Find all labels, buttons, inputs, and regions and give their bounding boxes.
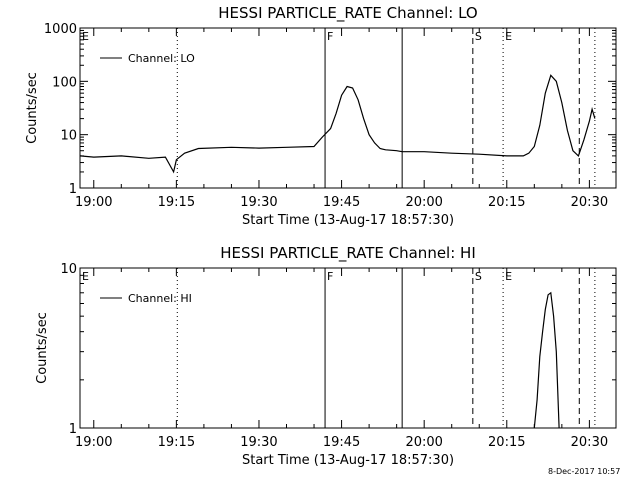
panel2-x-tick-label: 19:00: [75, 435, 112, 450]
panel2-y-tick-label: 1: [69, 422, 77, 437]
panel2-series-line: [533, 291, 560, 429]
panel1-marker-label-F: F: [327, 30, 333, 43]
panel1-x-axis-label: Start Time (13-Aug-17 18:57:30): [242, 213, 454, 228]
panel1-y-tick-label: 100: [52, 75, 77, 90]
panel2-x-tick-label: 20:30: [571, 435, 608, 450]
panel1-x-tick-label: 19:45: [323, 195, 360, 210]
panel2-marker-label-E: E: [82, 270, 89, 283]
panel2-x-tick-label: 20:00: [405, 435, 442, 450]
panel2-y-tick-label: 10: [60, 262, 77, 277]
panel1-x-tick-label: 20:30: [571, 195, 608, 210]
panel1-y-tick-label: 1000: [44, 22, 77, 37]
date-stamp: 8-Dec-2017 10:57: [548, 467, 621, 476]
panel1-marker-label-E: E: [82, 30, 89, 43]
panel2-y-axis-label: Counts/sec: [35, 312, 50, 384]
panel2-x-tick-label: 19:30: [240, 435, 277, 450]
panel2-marker-label-F: F: [327, 270, 333, 283]
panel2-legend-label: Channel: HI: [128, 292, 192, 305]
panel2-title: HESSI PARTICLE_RATE Channel: HI: [220, 244, 476, 263]
panel2-marker-label-S: S: [475, 270, 482, 283]
panel2-x-tick-label: 19:15: [158, 435, 195, 450]
panel2-frame: [79, 267, 617, 429]
panel1-legend-label: Channel: LO: [128, 52, 195, 65]
panel1-x-tick-label: 20:15: [488, 195, 525, 210]
panel1-marker-label-S: S: [475, 30, 482, 43]
panel2-marker-label-E: E: [505, 270, 512, 283]
panel1-x-tick-label: 19:00: [75, 195, 112, 210]
panel2-x-tick-label: 20:15: [488, 435, 525, 450]
panel1-y-tick-label: 10: [60, 129, 77, 144]
panel1-x-tick-label: 20:00: [405, 195, 442, 210]
panel1-title: HESSI PARTICLE_RATE Channel: LO: [218, 4, 477, 23]
panel1-x-tick-label: 19:15: [158, 195, 195, 210]
panel1-y-tick-label: 1: [69, 182, 77, 197]
panel1-x-tick-label: 19:30: [240, 195, 277, 210]
panel1-y-axis-label: Counts/sec: [25, 72, 40, 144]
panel2-x-tick-label: 19:45: [323, 435, 360, 450]
panel1-series-line: [79, 74, 596, 174]
panel2-x-axis-label: Start Time (13-Aug-17 18:57:30): [242, 453, 454, 468]
panel1-frame: [79, 27, 617, 189]
panel1-marker-label-E: E: [505, 30, 512, 43]
